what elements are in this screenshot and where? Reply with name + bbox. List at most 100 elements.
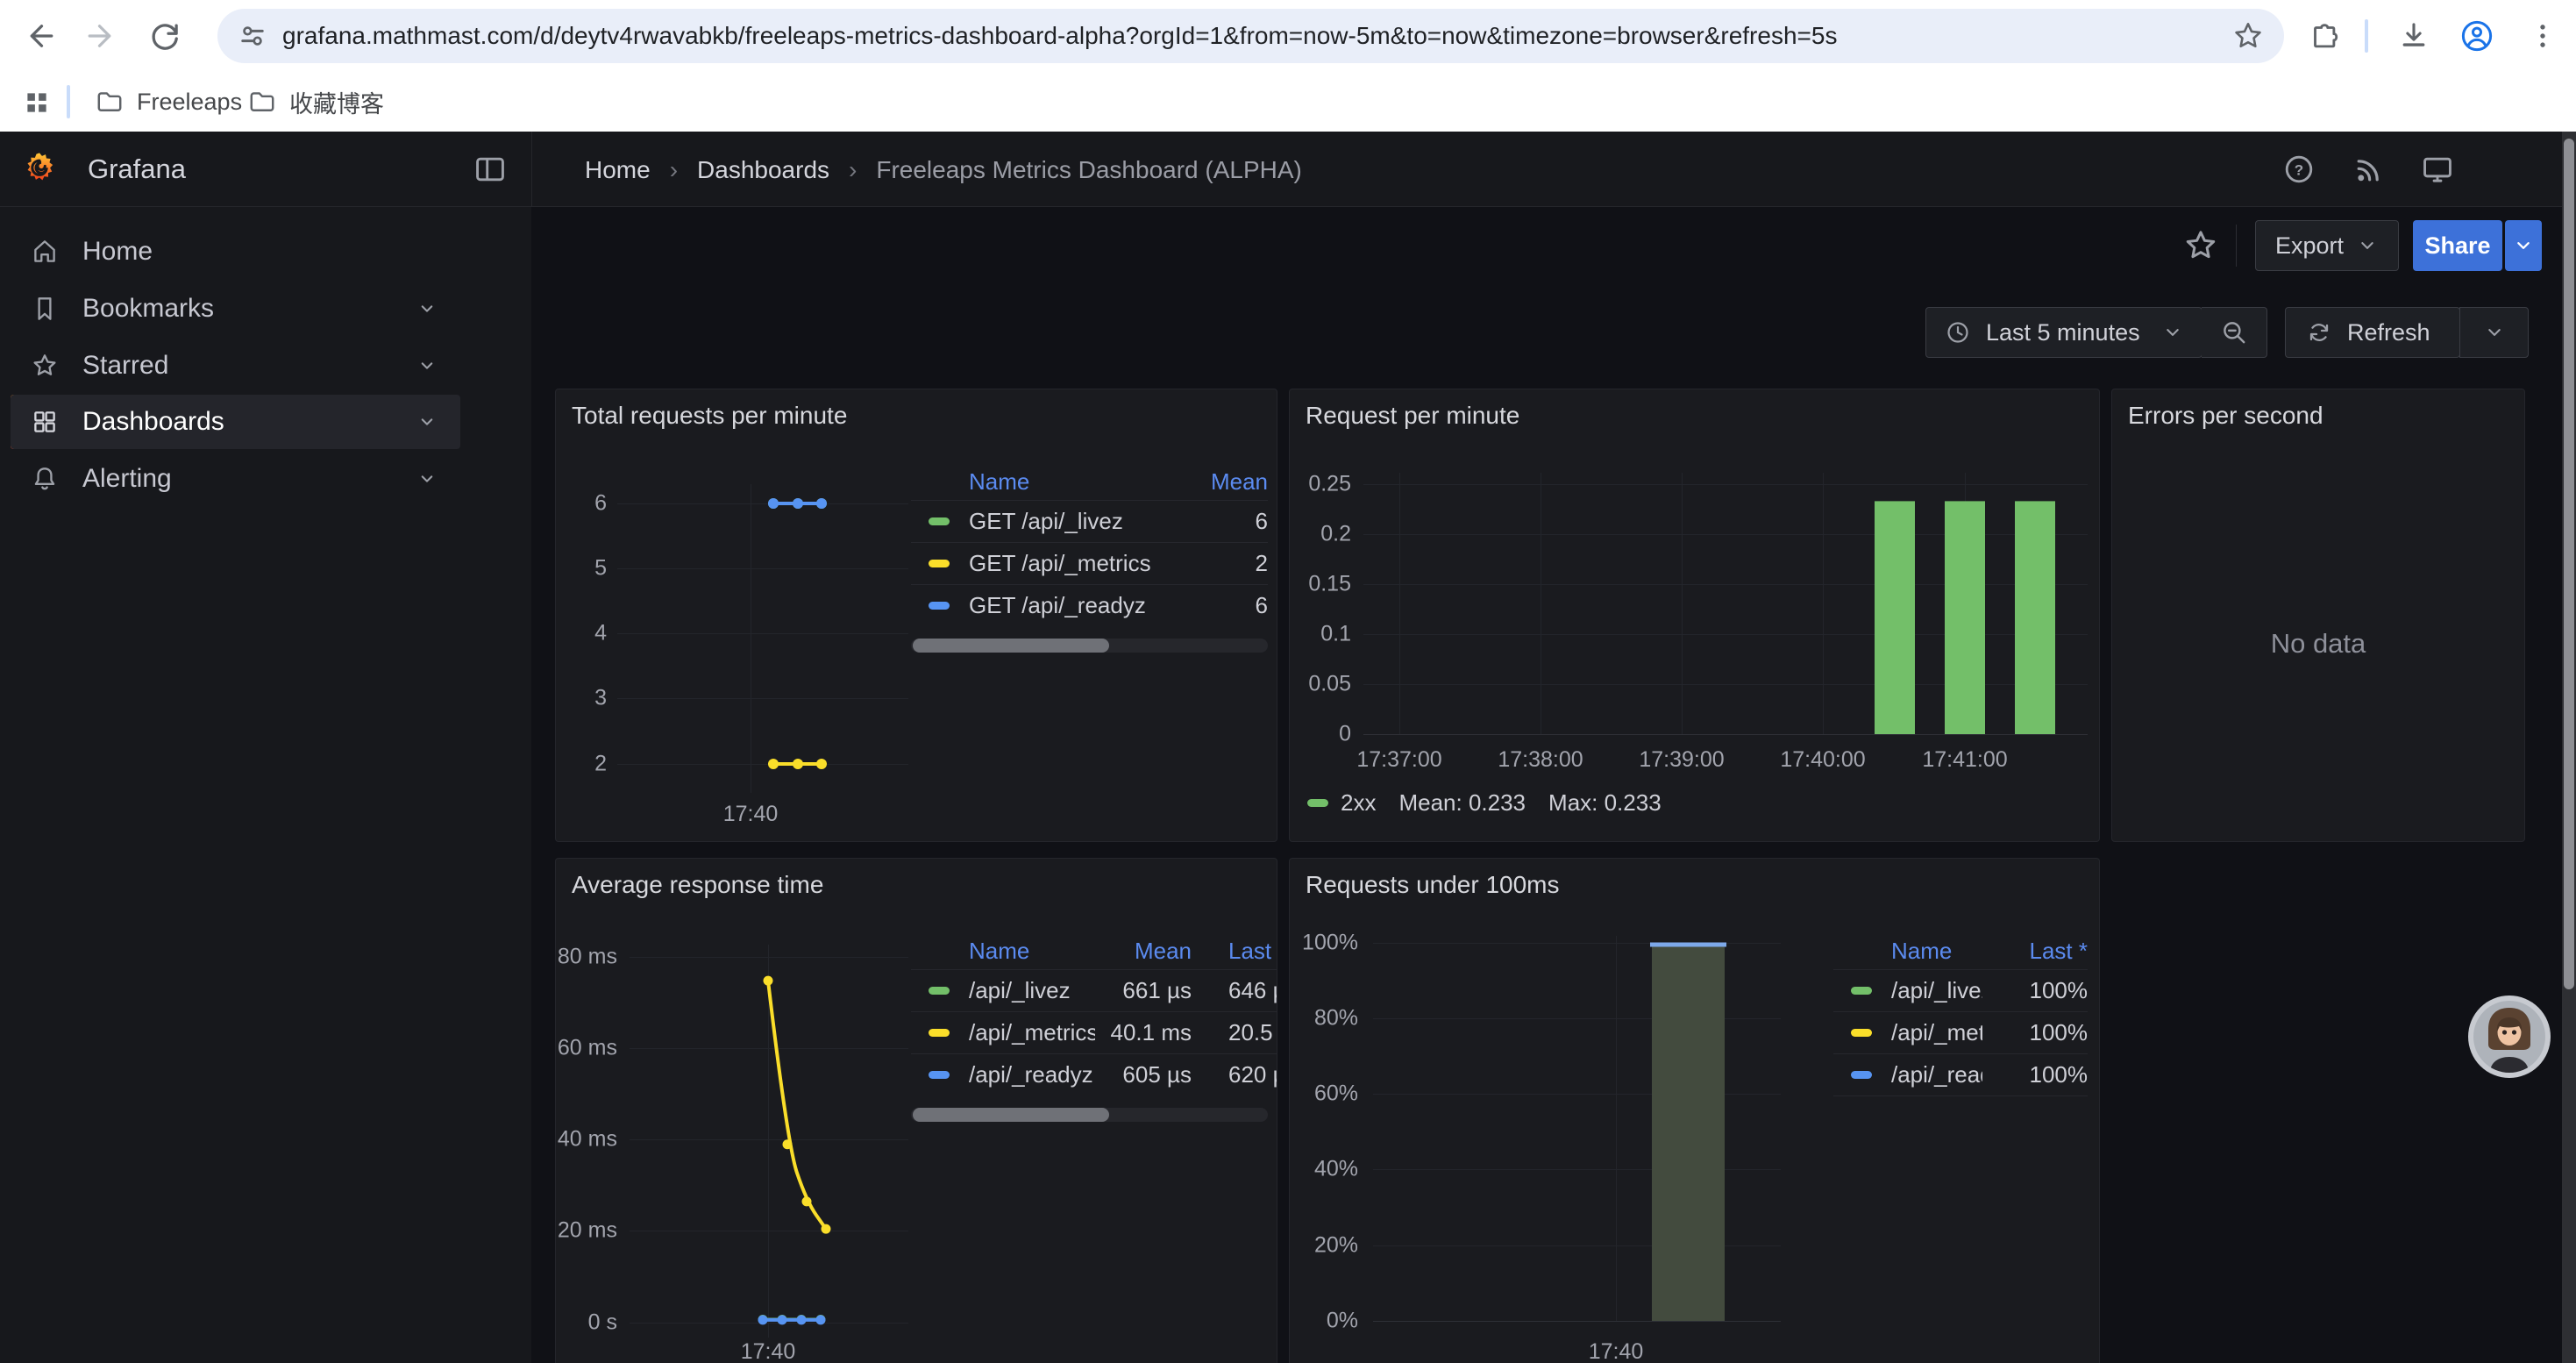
panel-title[interactable]: Average response time	[572, 871, 824, 898]
breadcrumb-dashboards[interactable]: Dashboards	[697, 156, 830, 183]
series-name[interactable]: /api/_livez	[969, 977, 1071, 1003]
legend-scrollbar[interactable]	[911, 1108, 1268, 1122]
bookmark-folder-freeleaps[interactable]: Freeleaps	[82, 82, 254, 121]
profile-button[interactable]	[2452, 11, 2501, 61]
legend-col-mean[interactable]: Mean	[1134, 937, 1192, 964]
series-name[interactable]: GET /api/_readyz	[969, 592, 1146, 618]
series-name[interactable]: GET /api/_livez	[969, 508, 1123, 534]
dashboards-grid-icon	[34, 411, 55, 432]
series-name[interactable]: GET /api/_metrics	[969, 550, 1151, 576]
back-button[interactable]	[15, 11, 64, 61]
plot-area[interactable]	[608, 477, 915, 802]
legend-row[interactable]: GET /api/_livez 6	[911, 500, 1268, 542]
sidebar-item-label: Alerting	[82, 464, 172, 493]
bookmark-page-button[interactable]	[2231, 19, 2265, 53]
legend-col-last[interactable]: Last *	[1228, 937, 1277, 964]
display-button[interactable]	[2419, 151, 2456, 192]
legend-scrollbar-thumb[interactable]	[913, 639, 1109, 653]
breadcrumb-current: Freeleaps Metrics Dashboard (ALPHA)	[876, 156, 1302, 183]
browser-menu-button[interactable]	[2518, 11, 2567, 61]
sidebar-item-home[interactable]: Home	[11, 225, 460, 279]
legend-row[interactable]: GET /api/_readyz 6	[911, 584, 1268, 626]
bell-icon	[34, 467, 55, 490]
sidebar-item-dashboards[interactable]: Dashboards	[11, 395, 460, 449]
legend-col-last[interactable]: Last *	[2029, 937, 2089, 964]
page-scrollbar-thumb[interactable]	[2564, 139, 2574, 989]
share-menu-button[interactable]	[2505, 220, 2542, 271]
refresh-button[interactable]: Refresh	[2285, 307, 2460, 358]
bookmark-label: 收藏博客	[289, 90, 384, 118]
favorite-dashboard-button[interactable]	[2181, 226, 2220, 269]
series-name[interactable]: /api/_readyz	[1891, 1061, 1982, 1088]
legend-col-name[interactable]: Name	[1891, 937, 1953, 964]
series-color-chip	[929, 517, 950, 525]
sidebar-item-bookmarks[interactable]: Bookmarks	[11, 282, 460, 336]
zoom-out-button[interactable]	[2202, 307, 2267, 358]
series-name[interactable]: /api/_metrics	[1891, 1019, 1982, 1045]
legend-row[interactable]: /api/_livez 100%	[1833, 969, 2088, 1011]
bookmark-folder-blogs[interactable]: 收藏博客	[235, 82, 396, 121]
help-button[interactable]: ?	[2281, 151, 2317, 192]
y-tick: 6	[594, 490, 607, 516]
panel-title[interactable]: Requests under 100ms	[1306, 871, 1560, 898]
series-last: 20.5 ms	[1228, 1019, 1277, 1045]
series-color-chip	[929, 602, 950, 610]
site-info-icon[interactable]	[237, 20, 268, 52]
y-tick: 60%	[1313, 1081, 1358, 1106]
share-button[interactable]: Share	[2413, 220, 2502, 271]
y-tick: 0 s	[587, 1309, 617, 1335]
panel-average-response-time: Average response time 80 ms 60 ms 40 ms …	[555, 858, 1277, 1363]
breadcrumb-home[interactable]: Home	[585, 156, 651, 183]
breadcrumb-separator: ›	[669, 156, 679, 183]
x-tick: 17:40:00	[1780, 747, 1866, 772]
reload-icon	[152, 24, 178, 50]
chevron-down-icon	[421, 305, 433, 312]
legend-row[interactable]: /api/_metrics 40.1 ms 20.5 ms	[911, 1011, 1277, 1053]
sidebar-item-starred[interactable]: Starred	[11, 339, 460, 393]
legend-col-name[interactable]: Name	[969, 937, 1030, 964]
url-bar[interactable]	[217, 9, 2284, 63]
plot-area[interactable]	[1373, 936, 1790, 1331]
series-name[interactable]: 2xx	[1341, 789, 1377, 816]
refresh-icon	[2309, 324, 2329, 341]
y-tick: 20%	[1313, 1232, 1358, 1258]
forward-button[interactable]	[77, 11, 126, 61]
news-button[interactable]	[2351, 151, 2387, 192]
panel-title[interactable]: Errors per second	[2128, 402, 2323, 429]
plot-area[interactable]	[1363, 473, 2088, 736]
downloads-button[interactable]	[2389, 11, 2438, 61]
gridline	[1682, 473, 1683, 734]
reload-button[interactable]	[140, 11, 189, 61]
series-name[interactable]: /api/_readyz	[969, 1061, 1093, 1088]
time-range-picker[interactable]: Last 5 minutes	[1925, 307, 2202, 358]
legend-row[interactable]: /api/_readyz 605 µs 620 µs	[911, 1053, 1277, 1095]
legend-col-mean[interactable]: Mean	[1210, 467, 1268, 495]
sidebar-item-alerting[interactable]: Alerting	[11, 452, 460, 506]
legend-row[interactable]: /api/_metrics 100%	[1833, 1011, 2088, 1053]
legend-row[interactable]: /api/_livez 661 µs 646 µs	[911, 969, 1277, 1011]
floating-assistant-avatar[interactable]	[2468, 995, 2551, 1078]
extensions-button[interactable]	[2299, 11, 2348, 61]
panel-title[interactable]: Total requests per minute	[572, 402, 848, 429]
legend-inline[interactable]: 2xx Mean: 0.233 Max: 0.233	[1307, 789, 1662, 817]
collapse-sidebar-button[interactable]	[472, 151, 509, 192]
export-button[interactable]: Export	[2255, 220, 2399, 271]
url-input[interactable]	[282, 22, 2212, 50]
y-tick: 0.05	[1308, 671, 1351, 696]
series-max: Max: 0.233	[1548, 789, 1662, 816]
refresh-interval-button[interactable]	[2459, 307, 2529, 358]
legend-col-name[interactable]: Name	[969, 467, 1030, 495]
series-name[interactable]: /api/_metrics	[969, 1019, 1095, 1045]
series-name[interactable]: /api/_livez	[1891, 977, 1982, 1003]
plot-area[interactable]	[630, 945, 919, 1339]
y-tick: 5	[594, 555, 607, 581]
panel-title[interactable]: Request per minute	[1306, 402, 1520, 429]
legend-scrollbar-thumb[interactable]	[913, 1108, 1109, 1122]
legend-row[interactable]: /api/_readyz 100%	[1833, 1053, 2088, 1096]
legend-row[interactable]: GET /api/_metrics 2	[911, 542, 1268, 584]
gridline	[1616, 936, 1617, 1321]
apps-grid-button[interactable]	[12, 78, 61, 127]
y-tick: 0	[1339, 721, 1351, 746]
legend-scrollbar[interactable]	[911, 639, 1268, 653]
grafana-logo[interactable]	[21, 151, 58, 192]
